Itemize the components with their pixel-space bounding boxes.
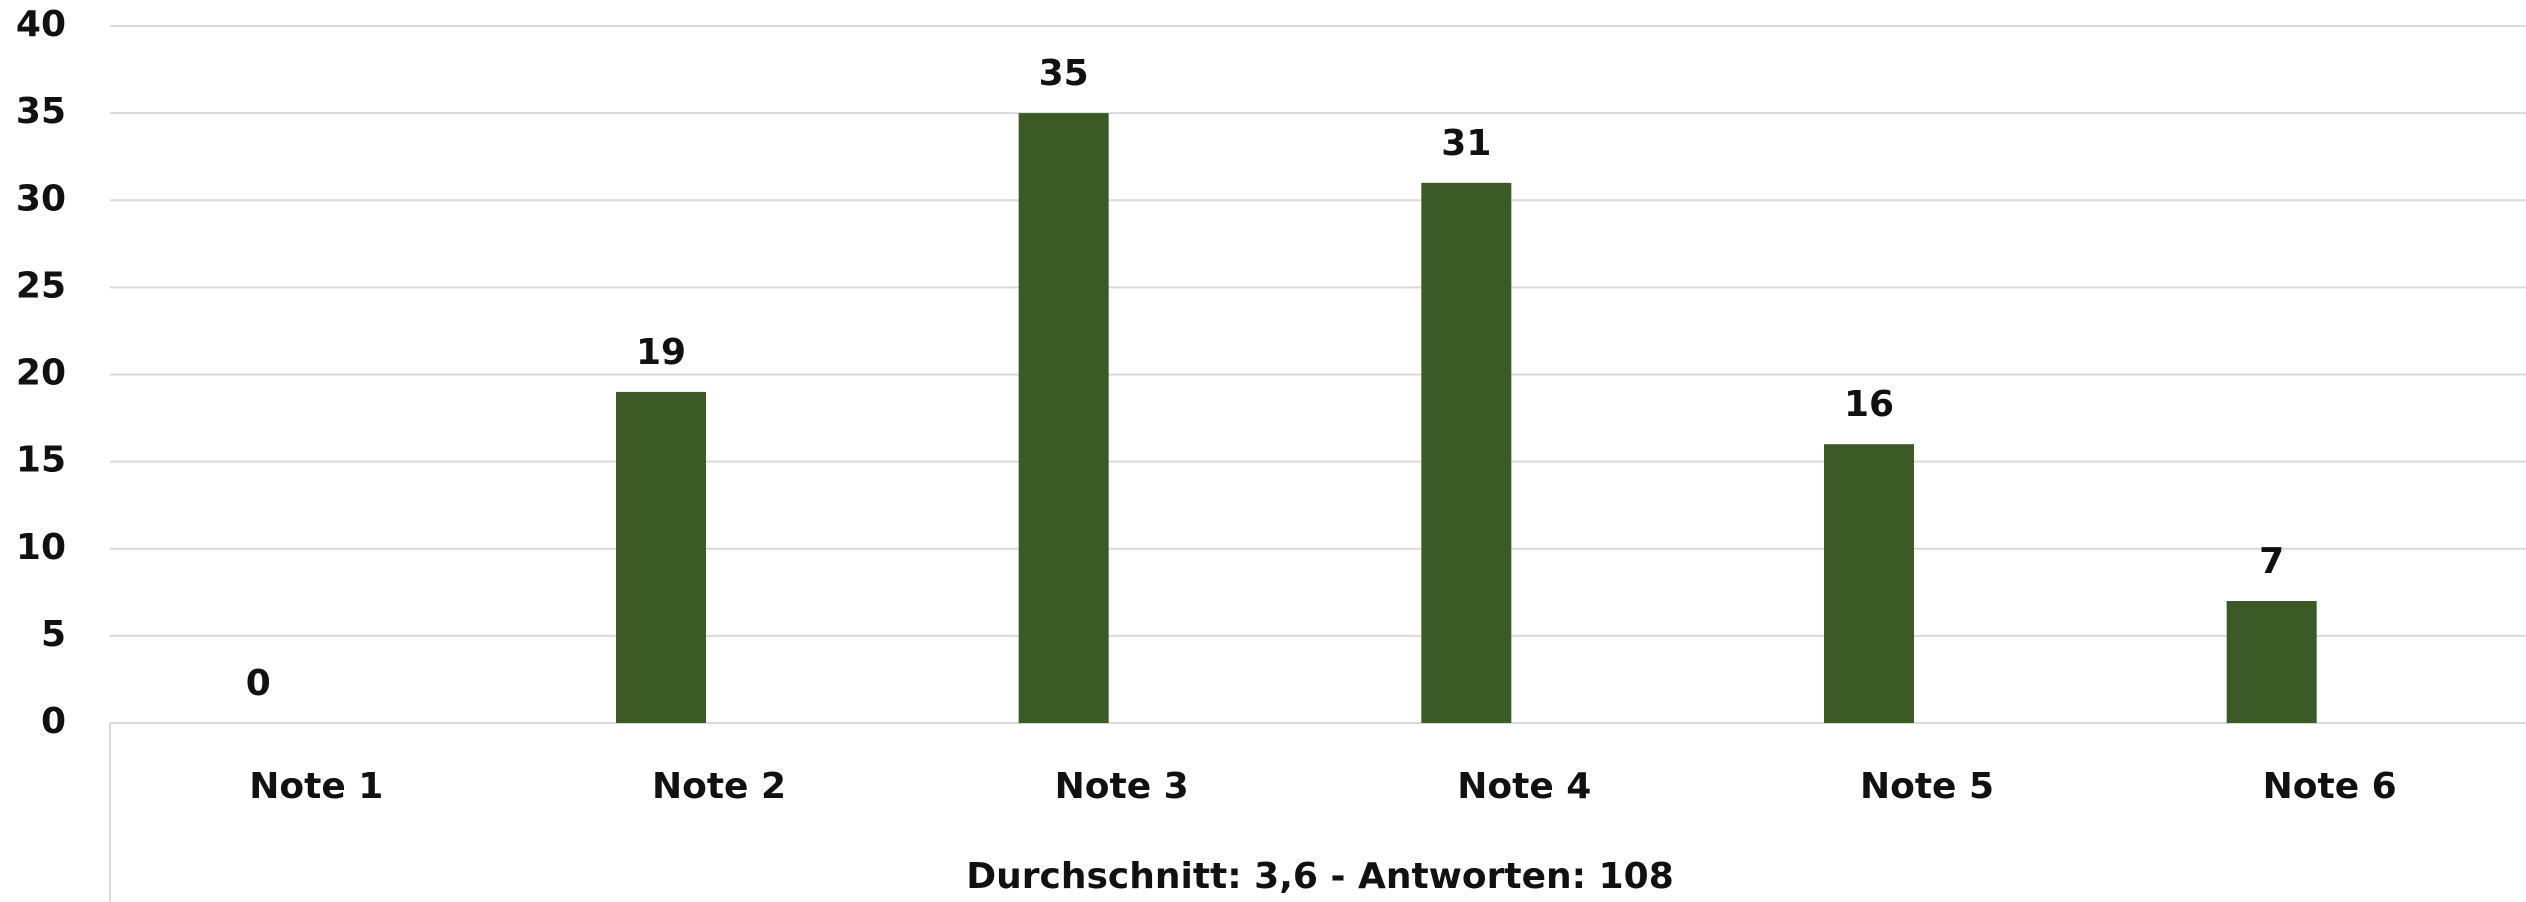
bar bbox=[616, 391, 706, 723]
x-tick-label: Note 4 bbox=[1457, 766, 1591, 807]
value-label: 19 bbox=[636, 332, 686, 373]
bar bbox=[1421, 182, 1512, 723]
x-tick-label: Note 2 bbox=[652, 766, 786, 807]
x-tick-label: Note 3 bbox=[1055, 766, 1189, 807]
x-tick-label: Note 6 bbox=[2263, 766, 2397, 807]
y-tick-label: 40 bbox=[16, 4, 66, 45]
bar bbox=[1018, 113, 1109, 723]
bar bbox=[2226, 601, 2317, 723]
x-tick-label: Note 5 bbox=[1860, 766, 1994, 807]
value-label: 16 bbox=[1844, 384, 1894, 425]
x-tick-label: Note 1 bbox=[249, 766, 383, 807]
value-label: 31 bbox=[1441, 123, 1491, 164]
y-tick-label: 0 bbox=[41, 701, 66, 742]
y-tick-label: 20 bbox=[16, 353, 66, 394]
value-label: 7 bbox=[2259, 541, 2284, 582]
y-tick-label: 35 bbox=[16, 91, 66, 132]
y-tick-label: 25 bbox=[16, 265, 66, 306]
y-tick-label: 10 bbox=[16, 527, 66, 568]
y-tick-label: 5 bbox=[41, 614, 66, 655]
bar bbox=[1824, 444, 1914, 723]
x-axis-label: Durchschnitt: 3,6 - Antworten: 108 bbox=[966, 856, 1674, 897]
value-label: 35 bbox=[1039, 53, 1089, 94]
value-label: 0 bbox=[246, 663, 271, 704]
y-tick-label: 15 bbox=[16, 440, 66, 481]
y-tick-label: 30 bbox=[16, 178, 66, 219]
